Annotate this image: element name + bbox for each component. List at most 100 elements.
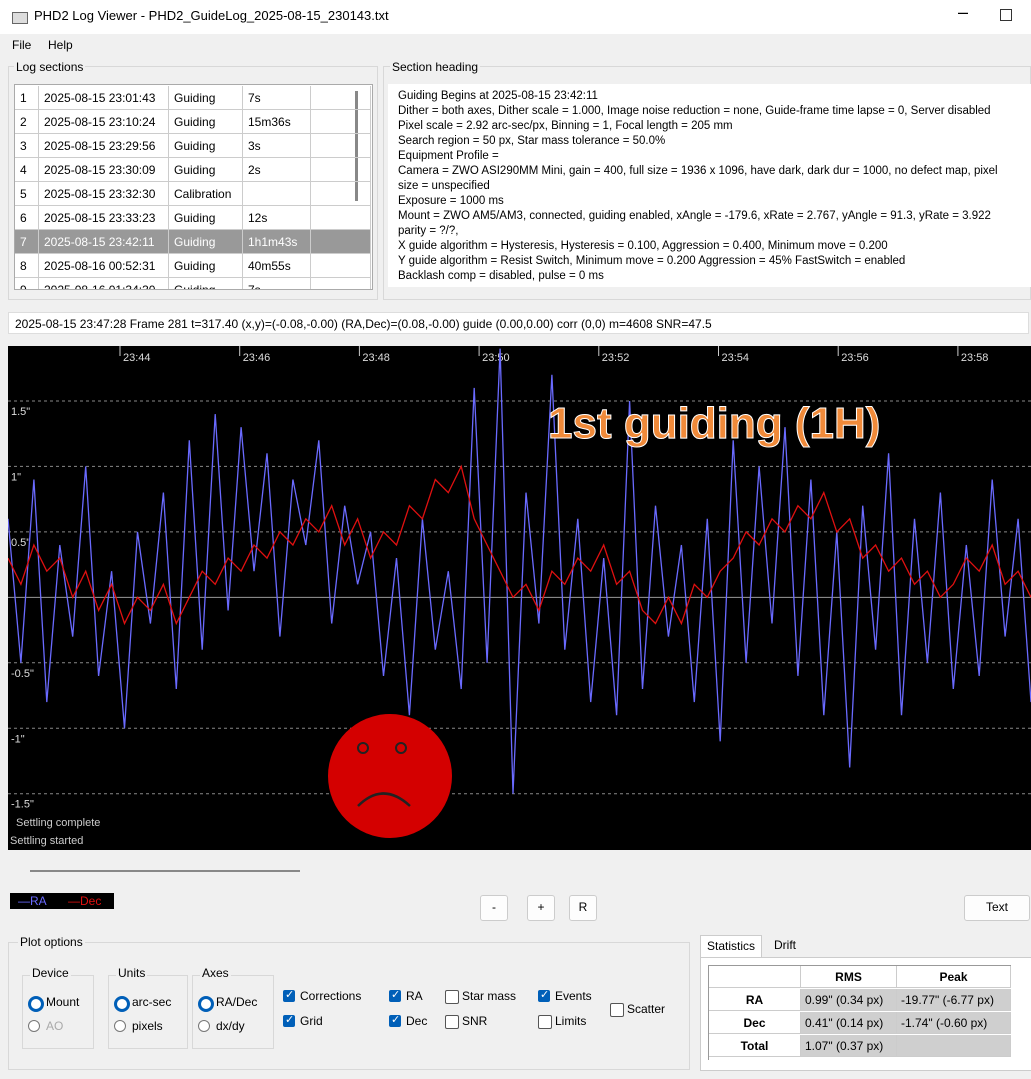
button[interactable]: R bbox=[569, 895, 597, 921]
menu-item[interactable]: Help bbox=[48, 38, 73, 52]
log-cell: 2025-08-15 23:29:56 bbox=[39, 134, 169, 158]
menu-item[interactable]: File bbox=[12, 38, 32, 52]
status-line: 2025-08-15 23:47:28 Frame 281 t=317.40 (… bbox=[8, 312, 1029, 334]
log-cell bbox=[243, 182, 311, 206]
log-row[interactable]: 5 2025-08-15 23:32:30 Calibration bbox=[15, 182, 371, 206]
log-cell: 12s bbox=[243, 206, 311, 230]
x-tick-label: 23:44 bbox=[123, 352, 151, 364]
heading-line: parity = ?/?, bbox=[398, 225, 459, 237]
log-cell: 2025-08-15 23:32:30 bbox=[39, 182, 169, 206]
tab[interactable]: Statistics bbox=[700, 935, 763, 958]
eye bbox=[357, 742, 369, 754]
radio[interactable] bbox=[198, 996, 214, 1012]
stats-cell: -19.77" (-6.77 px) bbox=[897, 989, 1011, 1011]
radio[interactable] bbox=[28, 996, 44, 1012]
eye bbox=[395, 742, 407, 754]
radio[interactable] bbox=[198, 1020, 210, 1032]
title-bar: PHD2 Log Viewer - PHD2_GuideLog_2025-08-… bbox=[0, 0, 1031, 34]
log-row[interactable]: 4 2025-08-15 23:30:09 Guiding 2s bbox=[15, 158, 371, 182]
log-row[interactable]: 9 2025-08-16 01:34:30 Guiding 7s bbox=[15, 278, 371, 289]
checkbox-label: Star mass bbox=[462, 989, 517, 1003]
x-tick-label: 23:58 bbox=[961, 352, 989, 364]
log-cell: 2025-08-15 23:33:23 bbox=[39, 206, 169, 230]
log-row[interactable]: 8 2025-08-16 00:52:31 Guiding 40m55s bbox=[15, 254, 371, 278]
guide-plot: 1.5" 1" 0.5" -0.5" -1" -1.5" 23:44 23:46 23:48 23… bbox=[8, 346, 1031, 850]
checkbox-label: Events bbox=[555, 989, 592, 1003]
log-row[interactable]: 3 2025-08-15 23:29:56 Guiding 3s bbox=[15, 134, 371, 158]
checkbox[interactable]: ✓ bbox=[389, 989, 401, 1002]
heading-line: Guiding Begins at 2025-08-15 23:42:11 bbox=[398, 90, 598, 102]
event-label: Settling started bbox=[10, 835, 83, 847]
stats-cell: Peak bbox=[897, 966, 1011, 988]
tab[interactable]: Drift bbox=[774, 938, 796, 952]
checkbox[interactable]: ✓ bbox=[389, 1014, 401, 1027]
checkbox-label: Limits bbox=[555, 1014, 587, 1028]
checkbox[interactable] bbox=[445, 1015, 459, 1029]
checkbox[interactable] bbox=[445, 990, 459, 1004]
minimize[interactable]: – bbox=[958, 2, 969, 22]
window-title: PHD2 Log Viewer - PHD2_GuideLog_2025-08-… bbox=[34, 8, 389, 23]
checkbox[interactable] bbox=[610, 1003, 624, 1017]
log-cell: 2 bbox=[15, 110, 39, 134]
log-cell: 4 bbox=[15, 158, 39, 182]
y-tick-label: -1.5" bbox=[11, 799, 34, 811]
log-row[interactable]: 2 2025-08-15 23:10:24 Guiding 15m36s bbox=[15, 110, 371, 134]
x-tick-label: 23:50 bbox=[482, 352, 510, 364]
statistics-panel: Statistics Drift RMS Peak RA 0.99" (0.34 px) -… bbox=[700, 935, 1031, 1071]
log-row[interactable]: 7 2025-08-15 23:42:11 Guiding 1h1m43s bbox=[15, 230, 371, 254]
log-cell: Guiding bbox=[169, 110, 243, 134]
trace bbox=[8, 348, 1031, 794]
button[interactable]: + bbox=[527, 895, 555, 921]
check: ✓ bbox=[285, 989, 295, 1001]
radio[interactable] bbox=[28, 1020, 40, 1032]
heading-line: Equipment Profile = bbox=[398, 150, 499, 162]
log-cell: 40m55s bbox=[243, 254, 311, 278]
log-cell: 1h1m43s bbox=[243, 230, 311, 254]
radio-group bbox=[22, 975, 94, 1049]
log-cell: 3 bbox=[15, 134, 39, 158]
log-cell bbox=[311, 278, 371, 289]
checkbox[interactable]: ✓ bbox=[538, 989, 550, 1002]
log-cell: Guiding bbox=[169, 86, 243, 110]
check: ✓ bbox=[391, 989, 401, 1001]
log-cell: 7s bbox=[243, 86, 311, 110]
group-label: Units bbox=[116, 966, 148, 980]
log-cell: Guiding bbox=[169, 134, 243, 158]
log-cell: 2025-08-15 23:01:43 bbox=[39, 86, 169, 110]
scrollbar-thumb[interactable] bbox=[355, 91, 358, 201]
log-cell: 2025-08-15 23:42:11 bbox=[39, 230, 169, 254]
log-row[interactable]: 1 2025-08-15 23:01:43 Guiding 7s bbox=[15, 86, 371, 110]
section-heading-text: Guiding Begins at 2025-08-15 23:42:11 Dit… bbox=[388, 84, 1031, 287]
x-tick-label: 23:48 bbox=[362, 352, 390, 364]
x-tick-label: 23:56 bbox=[841, 352, 869, 364]
checkbox-label: SNR bbox=[462, 1014, 488, 1028]
log-cell bbox=[311, 230, 371, 254]
y-tick-label: 1.5" bbox=[11, 406, 30, 418]
checkbox[interactable]: ✓ bbox=[283, 1014, 295, 1027]
checkbox[interactable]: ✓ bbox=[283, 989, 295, 1002]
x-tick-label: 23:46 bbox=[243, 352, 271, 364]
log-cell: 7s bbox=[243, 278, 311, 289]
radio[interactable] bbox=[114, 996, 130, 1012]
log-cell: 2025-08-15 23:10:24 bbox=[39, 110, 169, 134]
log-cell: Guiding bbox=[169, 230, 243, 254]
annotation: 1st guiding (1H) bbox=[548, 399, 880, 448]
button[interactable]: Text bbox=[964, 895, 1030, 921]
heading-line: Backlash comp = disabled, pulse = 0 ms bbox=[398, 270, 604, 282]
log-row[interactable]: 6 2025-08-15 23:33:23 Guiding 12s bbox=[15, 206, 371, 230]
radio[interactable] bbox=[114, 1020, 126, 1032]
checkbox[interactable] bbox=[538, 1015, 552, 1029]
checkbox-label: Grid bbox=[300, 1014, 323, 1028]
log-cell bbox=[311, 182, 371, 206]
radio-label: Mount bbox=[46, 995, 80, 1009]
plot-bg bbox=[8, 346, 1031, 850]
log-cell: 3s bbox=[243, 134, 311, 158]
h-scrollbar[interactable] bbox=[30, 870, 300, 872]
button[interactable]: - bbox=[480, 895, 508, 921]
checkbox-label: Dec bbox=[406, 1014, 428, 1028]
maximize[interactable] bbox=[1000, 9, 1012, 21]
check: ✓ bbox=[391, 1014, 401, 1026]
sad-face bbox=[328, 714, 452, 838]
group-label: Device bbox=[30, 966, 71, 980]
checkbox-label: Scatter bbox=[627, 1002, 666, 1016]
